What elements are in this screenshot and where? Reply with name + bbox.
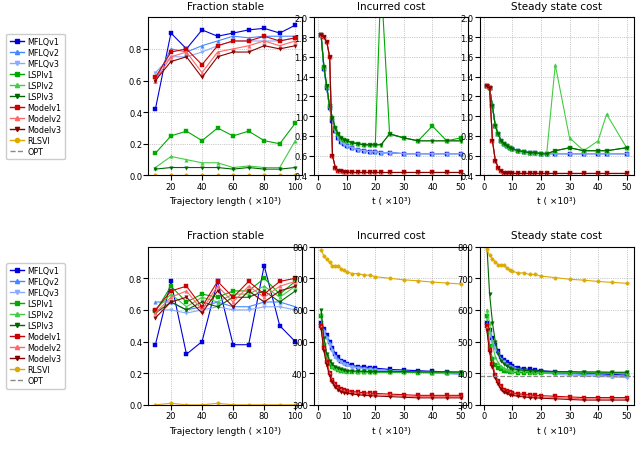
Title: Incurred cost: Incurred cost <box>357 2 425 12</box>
Legend: MFLQv1, MFLQv2, MFLQv3, LSPlv1, LSPlv2, LSPlv3, Modelv1, Modelv2, Modelv3, RLSVI: MFLQv1, MFLQv2, MFLQv3, LSPlv1, LSPlv2, … <box>6 35 65 160</box>
X-axis label: Trajectory length ( ×10³): Trajectory length ( ×10³) <box>169 197 282 206</box>
Title: Fraction stable: Fraction stable <box>187 231 264 241</box>
X-axis label: Trajectory length ( ×10³): Trajectory length ( ×10³) <box>169 426 282 435</box>
Title: Steady state cost: Steady state cost <box>511 231 602 241</box>
Title: Steady state cost: Steady state cost <box>511 2 602 12</box>
Title: Incurred cost: Incurred cost <box>357 231 425 241</box>
X-axis label: t ( ×10³): t ( ×10³) <box>537 426 576 435</box>
X-axis label: t ( ×10³): t ( ×10³) <box>537 197 576 206</box>
X-axis label: t ( ×10³): t ( ×10³) <box>371 426 410 435</box>
Legend: MFLQv1, MFLQv2, MFLQv3, LSPlv1, LSPlv2, LSPlv3, Modelv1, Modelv2, Modelv3, RLSVI: MFLQv1, MFLQv2, MFLQv3, LSPlv1, LSPlv2, … <box>6 263 65 389</box>
Title: Fraction stable: Fraction stable <box>187 2 264 12</box>
X-axis label: t ( ×10³): t ( ×10³) <box>371 197 410 206</box>
